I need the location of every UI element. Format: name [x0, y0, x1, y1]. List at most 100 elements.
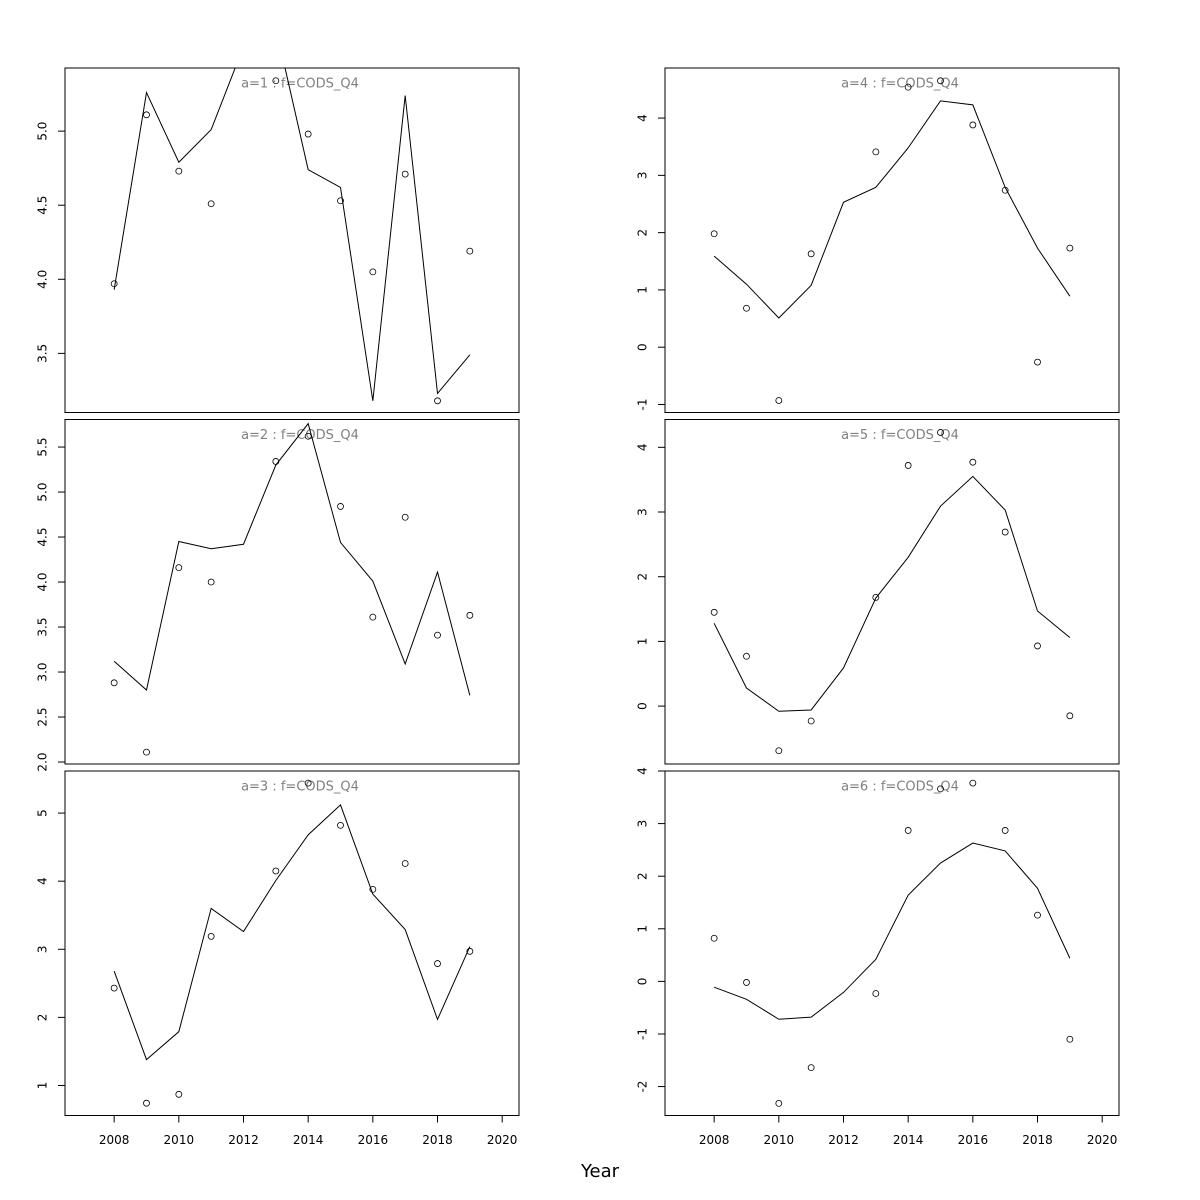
observed-point — [710, 934, 718, 942]
observed-point — [434, 397, 441, 405]
y-tick-label: 5.5 — [36, 437, 50, 456]
observed-point — [1066, 1035, 1074, 1043]
observed-point — [337, 503, 344, 510]
observed-point — [1034, 911, 1041, 919]
plot-area — [710, 779, 1074, 1107]
panel-frame — [64, 419, 520, 765]
panel-title: a=1 : f=CODS_Q4 — [241, 77, 359, 92]
observed-point — [369, 613, 377, 621]
x-tick-label: 2014 — [893, 1133, 924, 1147]
observed-point — [1001, 827, 1009, 834]
observed-point — [207, 932, 215, 940]
observed-point — [969, 121, 977, 129]
observed-point — [807, 1064, 815, 1072]
y-tick-label: 4 — [636, 443, 650, 451]
observed-point — [110, 679, 118, 687]
y-tick-label: 1 — [636, 638, 650, 646]
observed-point — [434, 631, 441, 639]
x-tick-label: 2016 — [358, 1133, 389, 1147]
observed-point — [175, 167, 183, 175]
observed-point — [775, 747, 783, 755]
observed-point — [1066, 244, 1074, 252]
x-tick-label: 2008 — [699, 1133, 730, 1147]
x-tick-label: 2010 — [164, 1133, 195, 1147]
y-tick-label: 0 — [636, 702, 650, 710]
observed-point — [175, 1090, 183, 1098]
observed-point — [434, 960, 441, 967]
observed-point — [872, 594, 880, 601]
observed-point — [110, 280, 118, 288]
y-tick-label: 1 — [636, 925, 650, 933]
y-tick-label: 1 — [636, 286, 650, 294]
fit-line — [113, 804, 471, 1061]
panel-frame — [64, 67, 520, 413]
panel-frame — [664, 67, 1120, 413]
observed-point — [937, 429, 944, 436]
observed-point — [807, 250, 815, 258]
x-tick-label: 2020 — [487, 1133, 518, 1147]
y-tick-label: 4.0 — [36, 270, 50, 289]
observed-point — [937, 785, 944, 793]
observed-point — [872, 148, 880, 156]
y-tick-label: 3.0 — [36, 662, 50, 681]
panel-frame — [664, 770, 1120, 1116]
observed-point — [743, 979, 750, 986]
y-tick-label: 3 — [636, 508, 650, 516]
y-tick-label: -2 — [636, 1081, 650, 1093]
plot-area — [110, 779, 474, 1107]
fit-line — [713, 475, 1071, 712]
observed-point — [207, 578, 215, 586]
fit-line — [113, 68, 471, 401]
observed-point — [904, 827, 912, 834]
observed-point — [272, 77, 280, 85]
panel-title: a=5 : f=CODS_Q4 — [841, 428, 959, 443]
y-tick-label: 4 — [636, 767, 650, 775]
observed-point — [466, 247, 474, 255]
y-tick-label: 2 — [636, 872, 650, 880]
panel-title: a=6 : f=CODS_Q4 — [841, 780, 959, 795]
observed-point — [969, 779, 977, 787]
observed-point — [143, 1099, 150, 1107]
y-tick-label: 2 — [636, 573, 650, 581]
panel-title: a=3 : f=CODS_Q4 — [241, 780, 359, 795]
observed-point — [1034, 642, 1041, 650]
observed-point — [466, 611, 474, 619]
observed-point — [207, 200, 215, 208]
panel-title: a=4 : f=CODS_Q4 — [841, 77, 959, 92]
y-tick-label: 4 — [36, 877, 50, 885]
observed-point — [969, 458, 977, 466]
y-tick-label: 4 — [636, 114, 650, 122]
fit-line — [113, 422, 471, 696]
observed-point — [401, 170, 409, 178]
observed-point — [1034, 358, 1041, 366]
y-tick-label: 2.0 — [36, 752, 50, 771]
observed-point — [175, 564, 183, 572]
observed-point — [272, 867, 280, 875]
y-tick-label: 5.0 — [36, 122, 50, 141]
x-tick-label: 2020 — [1087, 1133, 1118, 1147]
observed-point — [401, 513, 409, 521]
observed-point — [743, 304, 750, 312]
plot-area — [110, 422, 474, 756]
y-tick-label: 3 — [636, 172, 650, 180]
observed-point — [369, 268, 377, 276]
x-tick-label: 2018 — [422, 1133, 453, 1147]
y-tick-label: 4.5 — [36, 527, 50, 546]
observed-point — [743, 652, 750, 660]
observed-point — [710, 608, 718, 616]
x-tick-label: 2010 — [764, 1133, 795, 1147]
fit-line — [713, 842, 1071, 1020]
observed-point — [369, 885, 377, 893]
observed-point — [272, 458, 280, 465]
x-tick-label: 2018 — [1022, 1133, 1053, 1147]
y-tick-label: 3.5 — [36, 617, 50, 636]
x-tick-label: 2012 — [828, 1133, 859, 1147]
observed-point — [710, 230, 718, 238]
y-tick-label: 2 — [636, 229, 650, 237]
observed-point — [775, 397, 783, 404]
x-tick-label: 2016 — [958, 1133, 989, 1147]
y-tick-label: 2 — [36, 1014, 50, 1022]
y-tick-label: 1 — [36, 1082, 50, 1090]
fit-line — [713, 100, 1071, 319]
